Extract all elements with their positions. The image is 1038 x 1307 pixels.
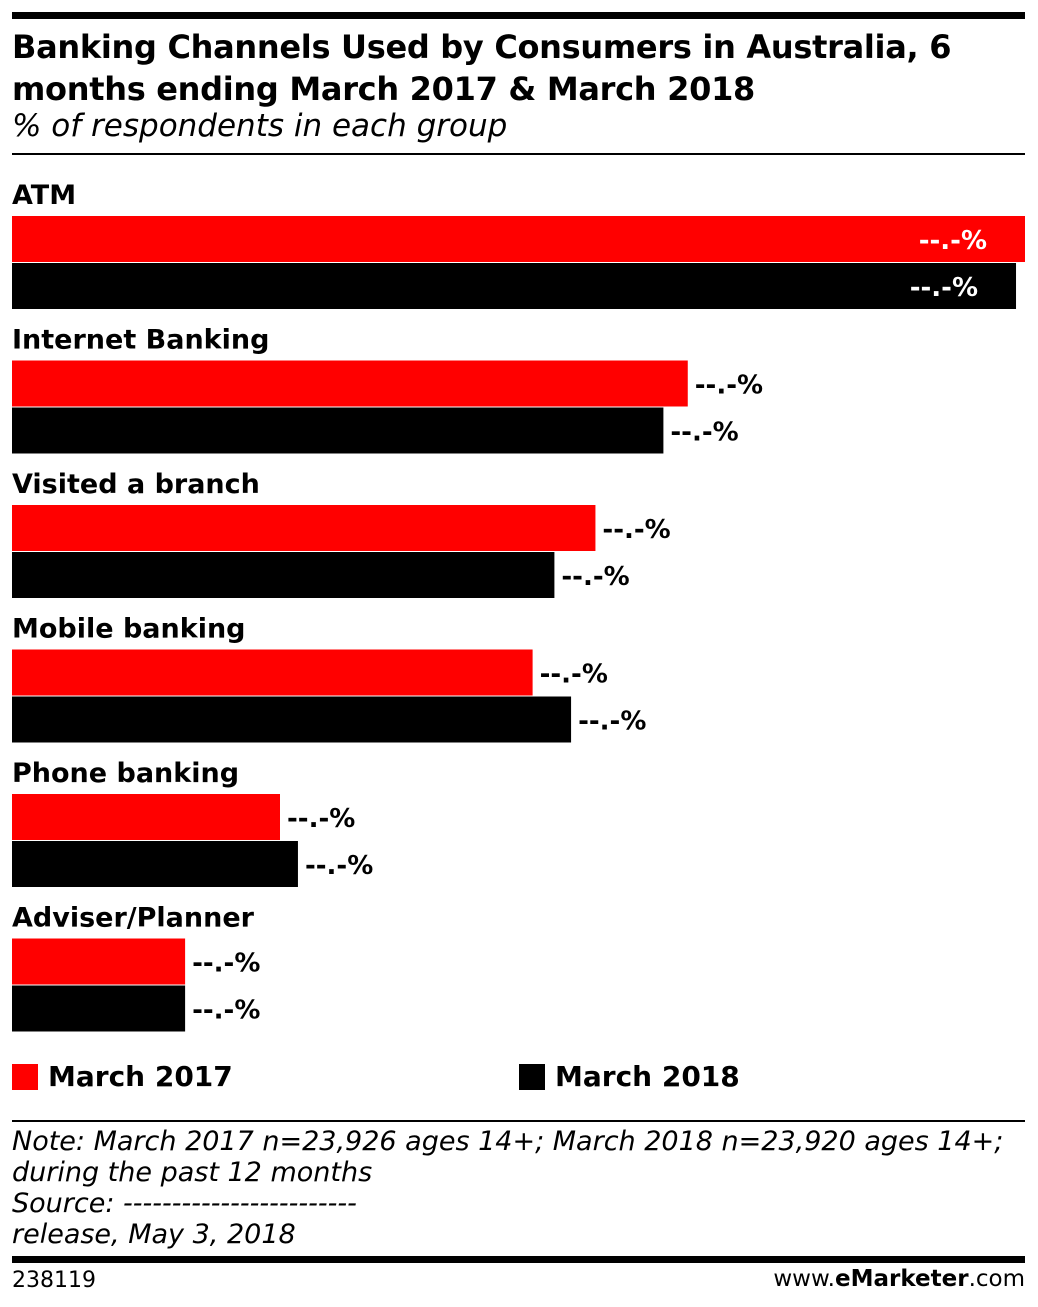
brand-name: eMarketer [834, 1266, 969, 1292]
bar-phone-banking-march-2018 [12, 841, 298, 887]
legend-swatch-march-2018 [519, 1063, 545, 1090]
value-label-visited-a-branch-march-2017: --.-% [602, 515, 670, 545]
value-label-phone-banking-march-2018: --.-% [305, 851, 373, 881]
note-line: Note: March 2017 n=23,926 ages 14+; Marc… [12, 1126, 1004, 1157]
value-label-internet-banking-march-2018: --.-% [670, 418, 738, 448]
value-label-mobile-banking-march-2018: --.-% [578, 707, 646, 737]
brand-prefix: www. [773, 1266, 835, 1292]
chart-subtitle: % of respondents in each group [12, 108, 508, 144]
legend-label-march-2017: March 2017 [48, 1060, 233, 1093]
value-label-atm-march-2018: --.-% [910, 273, 978, 303]
category-label-visited-a-branch: Visited a branch [12, 469, 260, 500]
source-line: Source: ------------------------ [12, 1188, 357, 1219]
legend-item-march-2017: March 2017 [12, 1060, 233, 1093]
bar-atm-march-2017 [12, 216, 1025, 262]
header-divider [12, 153, 1025, 155]
bar-mobile-banking-march-2017 [12, 649, 533, 696]
chart-title: Banking Channels Used by Consumers in Au… [12, 28, 952, 108]
value-label-mobile-banking-march-2017: --.-% [540, 660, 608, 690]
bar-atm-march-2018 [12, 263, 1017, 309]
value-label-phone-banking-march-2017: --.-% [287, 804, 355, 834]
value-label-internet-banking-march-2017: --.-% [695, 371, 763, 401]
legend: March 2017 March 2018 [12, 1060, 1012, 1100]
legend-swatch-march-2017 [12, 1063, 38, 1090]
bar-visited-a-branch-march-2017 [12, 505, 596, 551]
footer-rule [12, 1256, 1025, 1263]
top-rule [12, 12, 1025, 19]
bar-phone-banking-march-2017 [12, 794, 280, 840]
category-label-mobile-banking: Mobile banking [12, 614, 246, 645]
notes-divider [12, 1120, 1025, 1122]
category-label-internet-banking: Internet Banking [12, 325, 269, 356]
emarketer-logo: www.eMarketer.com [773, 1266, 1025, 1292]
legend-item-march-2018: March 2018 [519, 1060, 740, 1093]
category-label-phone-banking: Phone banking [12, 758, 239, 789]
notes: Note: March 2017 n=23,926 ages 14+; Marc… [12, 1126, 1022, 1250]
category-label-adviser-planner: Adviser/Planner [12, 903, 255, 934]
chart-id: 238119 [12, 1268, 96, 1293]
value-label-adviser-planner-march-2018: --.-% [192, 996, 260, 1026]
value-label-adviser-planner-march-2017: --.-% [192, 949, 260, 979]
legend-label-march-2018: March 2018 [555, 1060, 740, 1093]
category-label-atm: ATM [12, 180, 76, 211]
bar-internet-banking-march-2017 [12, 360, 688, 407]
source-line: release, May 3, 2018 [12, 1219, 296, 1250]
bar-mobile-banking-march-2018 [12, 696, 572, 743]
value-label-atm-march-2017: --.-% [919, 226, 987, 256]
bar-adviser-planner-march-2017 [12, 938, 186, 985]
bar-adviser-planner-march-2018 [12, 985, 186, 1032]
brand-suffix: .com [968, 1266, 1025, 1292]
note-line: during the past 12 months [12, 1157, 373, 1188]
bar-visited-a-branch-march-2018 [12, 552, 555, 598]
value-label-visited-a-branch-march-2018: --.-% [561, 562, 629, 592]
bar-internet-banking-march-2018 [12, 407, 664, 454]
bar-chart: ATM --.-% --.-% Internet Banking --.-% --.-% V… [12, 180, 1025, 1032]
